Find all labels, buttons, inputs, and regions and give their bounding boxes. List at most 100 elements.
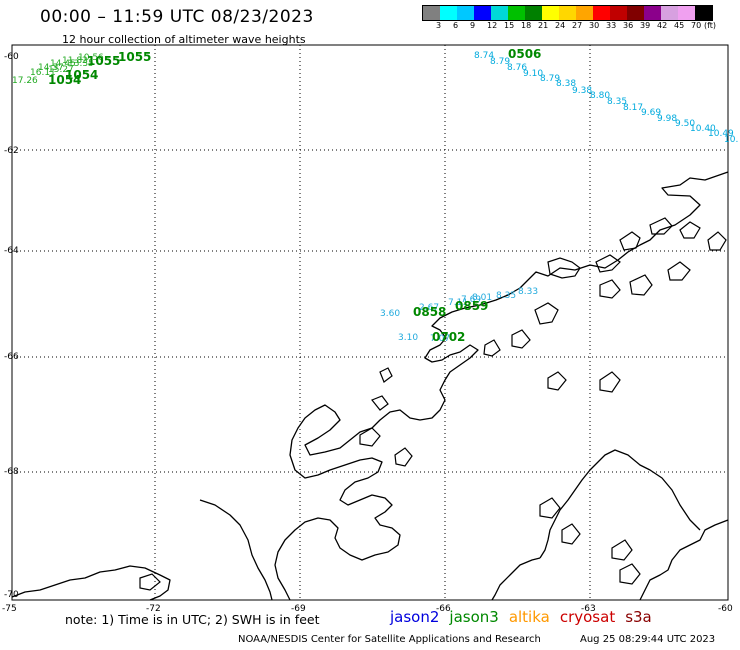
pass-time-label: 0702	[432, 330, 465, 344]
legend-swatch	[644, 6, 661, 20]
lon-label: -63	[581, 604, 596, 614]
legend-swatch	[457, 6, 474, 20]
pass-time-label: 0506	[508, 47, 541, 61]
mission-altika: altika	[508, 608, 550, 626]
wave-height-value: 13.35	[68, 59, 94, 69]
wave-height-value: 11.82	[62, 56, 88, 66]
legend-swatch	[576, 6, 593, 20]
legend-tick-label: 3	[436, 21, 442, 30]
lat-label: -62	[4, 146, 19, 156]
wave-height-value: 8.35	[607, 97, 627, 107]
wave-height-value: 10.49	[708, 129, 734, 139]
lat-label: -66	[4, 352, 19, 362]
legend-swatch	[661, 6, 678, 20]
legend-swatch	[593, 6, 610, 20]
wave-height-value: 8.38	[556, 79, 576, 89]
legend-swatch	[559, 6, 576, 20]
legend-tick-label: 15	[504, 21, 515, 30]
altimeter-tracks: 10.5611.8213.3514.4514.3715.2716.1117.26…	[12, 47, 738, 344]
wave-height-value: 8.80	[590, 91, 610, 101]
lat-label: -70	[4, 590, 19, 600]
wave-height-value: 10.	[724, 135, 738, 145]
legend-swatch	[423, 6, 440, 20]
legend-tick-label: 39	[640, 21, 651, 30]
lon-label: -66	[436, 604, 451, 614]
wave-height-value: 9.38	[572, 86, 592, 96]
lon-labels: -75 -72 -69 -66 -63 -60	[2, 604, 733, 614]
grid	[12, 45, 728, 600]
legend-swatch	[491, 6, 508, 20]
map-frame	[11, 44, 729, 601]
wave-height-value: 8.01	[472, 293, 492, 303]
legend-swatch	[508, 6, 525, 20]
wave-height-value: 8.35	[496, 291, 516, 301]
wave-height-value: 8.17	[623, 103, 643, 113]
legend-swatch	[610, 6, 627, 20]
wave-height-value: 3.10	[398, 333, 418, 343]
track-jason3-upper-left: 10.5611.8213.3514.4514.3715.2716.1117.26…	[12, 50, 151, 87]
mission-s3a: s3a	[625, 608, 652, 626]
pass-time-label: 1055	[87, 54, 120, 68]
wave-height-value: 10.56	[78, 53, 104, 63]
legend-tick-label: 30	[589, 21, 600, 30]
wave-height-value: 9.69	[641, 108, 661, 118]
legend-tick-label: 9	[470, 21, 476, 30]
legend-swatch	[440, 6, 457, 20]
mission-jason2: jason2	[390, 608, 440, 626]
wave-height-value: 8.79	[540, 74, 560, 84]
pass-time-label: 1054	[48, 73, 81, 87]
lat-label: -60	[4, 52, 19, 62]
coastline	[11, 171, 729, 601]
legend-swatch	[474, 6, 491, 20]
wave-height-value: 9.50	[675, 119, 695, 129]
islands	[139, 217, 727, 591]
wave-height-value: 9.10	[523, 69, 543, 79]
lon-label: -60	[718, 604, 733, 614]
legend-swatch	[542, 6, 559, 20]
wave-height-value: 17.26	[12, 76, 38, 86]
legend-tick-label: 24	[555, 21, 566, 30]
legend-tick-label: 33	[606, 21, 617, 30]
legend-tick-label: 36	[623, 21, 634, 30]
mission-legend: jason2 jason3 altika cryosat s3a	[390, 608, 662, 626]
legend-unit: (ft)	[704, 21, 717, 30]
pass-time-label: 1055	[118, 50, 151, 64]
lon-label: -75	[2, 604, 17, 614]
legend-tick-label: 45	[674, 21, 685, 30]
wave-height-value: 7.11	[448, 298, 468, 308]
track-jason2-track: 8.748.798.769.108.798.389.388.808.358.17…	[474, 47, 738, 145]
lat-label: -68	[4, 467, 19, 477]
generated-timestamp: Aug 25 08:29:44 UTC 2023	[580, 634, 716, 645]
wave-height-value: 3.60	[380, 309, 400, 319]
legend-swatch	[627, 6, 644, 20]
lon-label: -69	[291, 604, 306, 614]
legend-tick-label: 6	[453, 21, 459, 30]
footer-note: note: 1) Time is in UTC; 2) SWH is in fe…	[65, 612, 320, 627]
wave-height-value: 8.79	[490, 57, 510, 67]
wave-height-value: 9.98	[657, 114, 677, 124]
legend-tick-label: 70	[691, 21, 702, 30]
credit-line: NOAA/NESDIS Center for Satellite Applica…	[238, 634, 541, 645]
wave-height-value: 7.69	[461, 295, 481, 305]
wave-height-value: 10.40	[690, 124, 716, 134]
lat-labels: -60 -62 -64 -66 -68 -70	[4, 52, 19, 600]
pass-time-label: 0858	[413, 305, 446, 319]
lat-label: -64	[4, 246, 19, 256]
legend-swatch	[525, 6, 542, 20]
legend-tick-label: 42	[657, 21, 668, 30]
legend-tick-label: 21	[538, 21, 549, 30]
wave-height-value: 16.11	[30, 68, 56, 78]
page-title: 00:00 – 11:59 UTC 08/23/2023	[40, 7, 314, 27]
wave-height-value: 7.07	[430, 334, 450, 344]
legend-tick-label: 18	[521, 21, 532, 30]
wave-height-value: 8.74	[474, 51, 494, 61]
lon-label: -72	[146, 604, 161, 614]
legend-swatch	[678, 6, 695, 20]
wave-height-value: 14.45	[50, 59, 76, 69]
wave-height-value: 14.37	[38, 63, 64, 73]
legend-tick-label: 27	[572, 21, 583, 30]
mission-jason3: jason3	[449, 608, 499, 626]
pass-time-label: 0859	[455, 299, 488, 313]
track-jason3-mid: 3.60 2.67 7.117.698.01 8.35 8.33 3.10 7.07 0858…	[380, 287, 538, 344]
